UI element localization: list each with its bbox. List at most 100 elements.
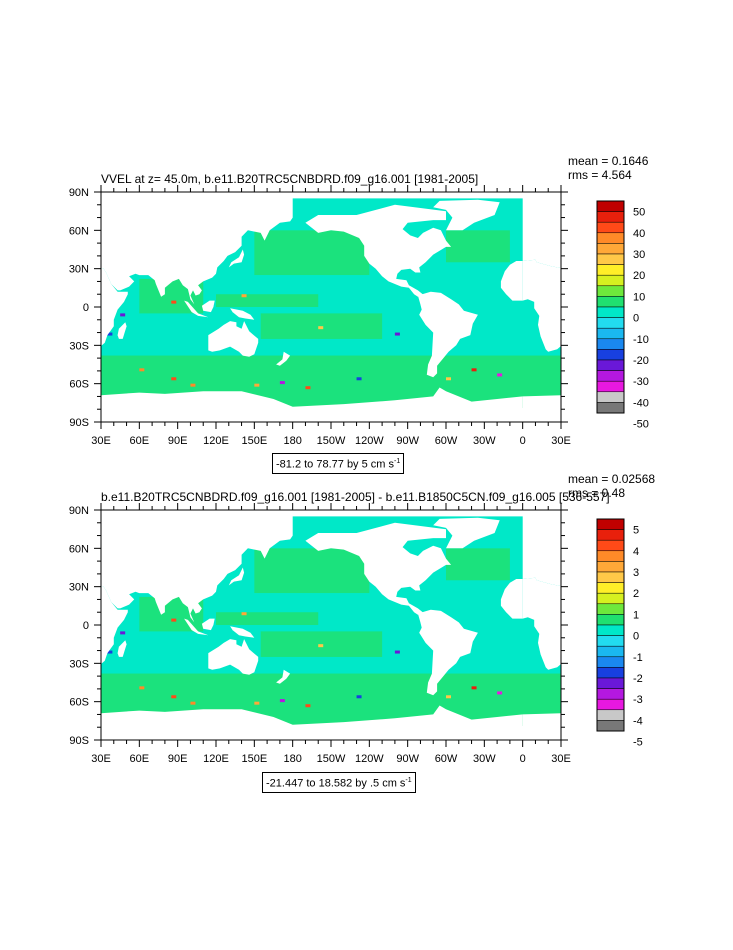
x-tick-label: 90E bbox=[168, 753, 188, 765]
field-speckle bbox=[279, 381, 285, 385]
colorbar-swatch bbox=[596, 529, 625, 541]
y-tick-label: 60N bbox=[69, 543, 89, 555]
x-tick-label: 150E bbox=[241, 435, 267, 447]
field-speckle bbox=[446, 695, 451, 699]
x-tick-label: 30E bbox=[551, 435, 571, 447]
field-speckle bbox=[318, 644, 324, 648]
field-speckle bbox=[171, 300, 177, 304]
x-tick-label: 120W bbox=[355, 753, 384, 765]
colorbar-label: -5 bbox=[633, 737, 643, 749]
colorbar-swatch bbox=[596, 698, 625, 711]
land-mass bbox=[522, 577, 561, 670]
land-mass bbox=[276, 351, 291, 366]
x-tick-label: 180 bbox=[283, 435, 301, 447]
contour-info-box: -21.447 to 18.582 by .5 cm s-1 bbox=[262, 772, 416, 793]
plot-title: VVEL at z= 45.0m, b.e11.B20TRC5CNBDRD.f0… bbox=[101, 172, 478, 186]
land-mass bbox=[184, 300, 209, 318]
land-mass bbox=[101, 192, 293, 305]
contour-info-text: -21.447 to 18.582 by .5 cm s bbox=[266, 777, 406, 790]
colorbar-swatch bbox=[596, 380, 625, 393]
field-speckle bbox=[190, 383, 196, 387]
plot-panel-2: b.e11.B20TRC5CNBDRD.f09_g16.001 [1981-20… bbox=[0, 470, 733, 945]
land-mass bbox=[522, 713, 561, 740]
map-plot-2: b.e11.B20TRC5CNBDRD.f09_g16.001 [1981-20… bbox=[69, 472, 718, 765]
contour-info-box: -81.2 to 78.77 by 5 cm s-1 bbox=[272, 453, 405, 474]
land-mass bbox=[228, 249, 245, 268]
colorbar-label: -4 bbox=[633, 715, 643, 727]
colorbar-label: -3 bbox=[633, 694, 643, 706]
x-tick-label: 150E bbox=[241, 753, 267, 765]
colorbar-swatch bbox=[596, 349, 625, 361]
land-mass bbox=[201, 618, 215, 631]
y-tick-label: 60S bbox=[69, 697, 89, 709]
x-tick-label: 150W bbox=[317, 435, 346, 447]
field-speckle bbox=[446, 377, 451, 381]
positive-zone bbox=[446, 548, 510, 581]
rms-stat: rms = 0.48 bbox=[568, 486, 625, 500]
land-mass bbox=[305, 522, 452, 615]
colorbar-swatch bbox=[596, 327, 625, 340]
land-mass bbox=[668, 321, 718, 357]
colorbar-swatch bbox=[596, 603, 625, 615]
colorbar-label: 5 bbox=[633, 525, 639, 537]
colorbar-swatch bbox=[596, 709, 625, 721]
land-mass bbox=[117, 322, 127, 339]
field-speckle bbox=[279, 699, 285, 703]
colorbar-swatch bbox=[596, 550, 625, 562]
field-speckle bbox=[120, 313, 126, 317]
colorbar-swatch bbox=[596, 720, 625, 732]
colorbar-swatch bbox=[596, 677, 625, 689]
field-speckle bbox=[497, 691, 503, 695]
field-speckle bbox=[394, 332, 400, 336]
colorbar-swatch bbox=[596, 317, 625, 329]
colorbar-label: 0 bbox=[633, 313, 639, 325]
y-tick-label: 30S bbox=[69, 340, 89, 352]
land-mass bbox=[433, 517, 500, 549]
land-mass bbox=[208, 321, 259, 357]
colorbar-swatch bbox=[596, 221, 625, 234]
x-tick-label: 60W bbox=[435, 435, 458, 447]
land-mass bbox=[184, 618, 209, 636]
field-speckle bbox=[254, 383, 260, 387]
field-speckle bbox=[305, 386, 311, 390]
field-speckle bbox=[139, 686, 145, 690]
land-mass bbox=[522, 395, 561, 422]
y-tick-label: 90S bbox=[69, 735, 89, 747]
positive-zone bbox=[446, 230, 510, 263]
land-mass bbox=[230, 626, 255, 638]
colorbar-label: 20 bbox=[633, 270, 645, 282]
colorbar-frame bbox=[596, 200, 625, 414]
colorbar-label: -2 bbox=[633, 673, 643, 685]
colorbar-label: 4 bbox=[633, 546, 639, 558]
x-tick-label: 30W bbox=[473, 753, 496, 765]
x-tick-label: 150W bbox=[317, 753, 346, 765]
colorbar-swatch bbox=[596, 359, 625, 371]
field-speckle bbox=[305, 704, 311, 708]
land-mass bbox=[208, 639, 259, 675]
land-mass bbox=[668, 639, 718, 675]
colorbar-swatch bbox=[596, 518, 625, 530]
colorbar-swatch bbox=[596, 264, 625, 276]
colorbar-label: 1 bbox=[633, 609, 639, 621]
unit-exponent: -1 bbox=[394, 458, 401, 465]
y-tick-label: 90N bbox=[69, 505, 89, 517]
land-mass bbox=[228, 567, 245, 586]
land-mass bbox=[117, 640, 127, 657]
positive-zone bbox=[216, 294, 319, 307]
land-mass bbox=[662, 619, 675, 631]
map-field bbox=[101, 192, 718, 422]
land-mass bbox=[689, 250, 704, 268]
y-tick-label: 30N bbox=[69, 582, 89, 594]
colorbar-label: 50 bbox=[633, 207, 645, 219]
land-mass bbox=[101, 705, 523, 740]
field-speckle bbox=[241, 612, 247, 616]
colorbar-label: 40 bbox=[633, 228, 645, 240]
y-tick-label: 90S bbox=[69, 417, 89, 429]
colorbar-swatch bbox=[596, 391, 625, 403]
colorbar-label: 0 bbox=[633, 631, 639, 643]
field-speckle bbox=[471, 686, 477, 690]
x-tick-label: 60W bbox=[435, 753, 458, 765]
y-tick-label: 30N bbox=[69, 264, 89, 276]
colorbar-swatch bbox=[596, 370, 625, 382]
land-mass bbox=[690, 626, 714, 638]
